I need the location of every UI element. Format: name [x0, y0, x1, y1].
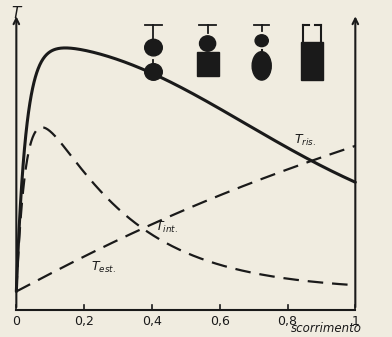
- Ellipse shape: [255, 35, 268, 47]
- Text: $T_{int.}$: $T_{int.}$: [155, 220, 178, 236]
- Text: 0,8: 0,8: [278, 315, 298, 328]
- Bar: [301, 41, 323, 80]
- Text: scorrimento: scorrimento: [291, 322, 362, 335]
- Text: 0: 0: [12, 315, 20, 328]
- Text: $T_{est.}$: $T_{est.}$: [91, 259, 116, 275]
- Ellipse shape: [145, 64, 162, 80]
- Text: 0,4: 0,4: [142, 315, 162, 328]
- Text: $T_{ris.}$: $T_{ris.}$: [294, 132, 316, 148]
- Text: 1: 1: [351, 315, 359, 328]
- Bar: [196, 52, 219, 76]
- Ellipse shape: [145, 39, 162, 56]
- Ellipse shape: [252, 52, 271, 80]
- Ellipse shape: [200, 36, 216, 51]
- Text: 0,2: 0,2: [74, 315, 94, 328]
- Text: 0,6: 0,6: [210, 315, 230, 328]
- Text: $T$: $T$: [11, 5, 24, 22]
